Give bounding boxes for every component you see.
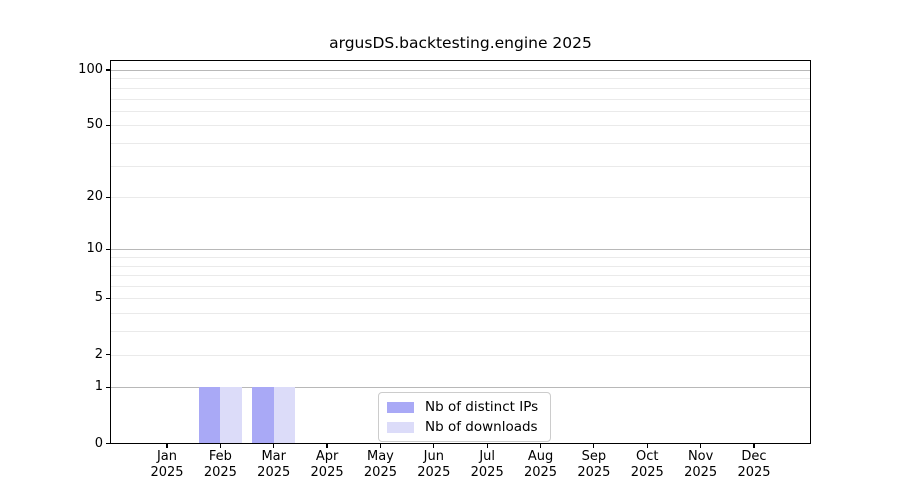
bar-downloads xyxy=(274,387,295,443)
minor-gridline xyxy=(111,313,810,314)
minor-gridline xyxy=(111,331,810,332)
x-tick-month: Dec xyxy=(722,449,786,465)
x-tick-mark xyxy=(326,444,327,449)
minor-gridline xyxy=(111,266,810,267)
x-tick-mark xyxy=(487,444,488,449)
y-tick-label: 5 xyxy=(45,290,103,306)
x-tick-mark xyxy=(753,444,754,449)
plot-frame xyxy=(110,60,811,444)
y-tick-mark xyxy=(106,354,111,355)
figure: 0125102050100Jan2025Feb2025Mar2025Apr202… xyxy=(0,0,900,500)
major-gridline xyxy=(111,70,810,71)
legend-row: Nb of distinct IPs xyxy=(387,399,538,415)
x-tick-mark xyxy=(166,444,167,449)
minor-gridline xyxy=(111,88,810,89)
major-gridline xyxy=(111,249,810,250)
y-tick-label: 2 xyxy=(45,347,103,363)
y-tick-label: 10 xyxy=(45,241,103,257)
minor-gridline xyxy=(111,355,810,356)
y-tick-mark xyxy=(106,443,111,444)
y-tick-mark xyxy=(106,387,111,388)
x-tick-mark xyxy=(647,444,648,449)
minor-gridline xyxy=(111,257,810,258)
minor-gridline xyxy=(111,78,810,79)
y-tick-mark xyxy=(106,298,111,299)
minor-gridline xyxy=(111,99,810,100)
chart-title: argusDS.backtesting.engine 2025 xyxy=(110,34,811,52)
y-tick-mark xyxy=(106,69,111,70)
x-tick-mark xyxy=(433,444,434,449)
y-tick-label: 50 xyxy=(45,117,103,133)
legend-row: Nb of downloads xyxy=(387,419,538,435)
bar-downloads xyxy=(220,387,241,443)
x-tick-mark xyxy=(593,444,594,449)
minor-gridline xyxy=(111,197,810,198)
x-tick-mark xyxy=(220,444,221,449)
legend: Nb of distinct IPs Nb of downloads xyxy=(378,392,551,442)
legend-swatch-downloads xyxy=(387,422,414,433)
y-tick-label: 0 xyxy=(45,436,103,452)
y-tick-label: 100 xyxy=(45,62,103,78)
y-tick-mark xyxy=(106,197,111,198)
minor-gridline xyxy=(111,286,810,287)
x-tick-mark xyxy=(700,444,701,449)
x-tick-mark xyxy=(380,444,381,449)
minor-gridline xyxy=(111,275,810,276)
minor-gridline xyxy=(111,111,810,112)
legend-label: Nb of downloads xyxy=(425,419,538,435)
y-tick-mark xyxy=(106,125,111,126)
minor-gridline xyxy=(111,125,810,126)
minor-gridline xyxy=(111,166,810,167)
minor-gridline xyxy=(111,298,810,299)
x-tick-year: 2025 xyxy=(722,465,786,481)
legend-label: Nb of distinct IPs xyxy=(425,399,538,415)
legend-swatch-distinct-ips xyxy=(387,402,414,413)
y-tick-mark xyxy=(106,249,111,250)
bar-distinct-ips xyxy=(199,387,220,443)
x-tick-label: Dec2025 xyxy=(722,449,786,481)
minor-gridline xyxy=(111,143,810,144)
y-tick-label: 1 xyxy=(45,379,103,395)
y-tick-label: 20 xyxy=(45,189,103,205)
x-tick-mark xyxy=(540,444,541,449)
bar-distinct-ips xyxy=(252,387,273,443)
x-tick-mark xyxy=(273,444,274,449)
